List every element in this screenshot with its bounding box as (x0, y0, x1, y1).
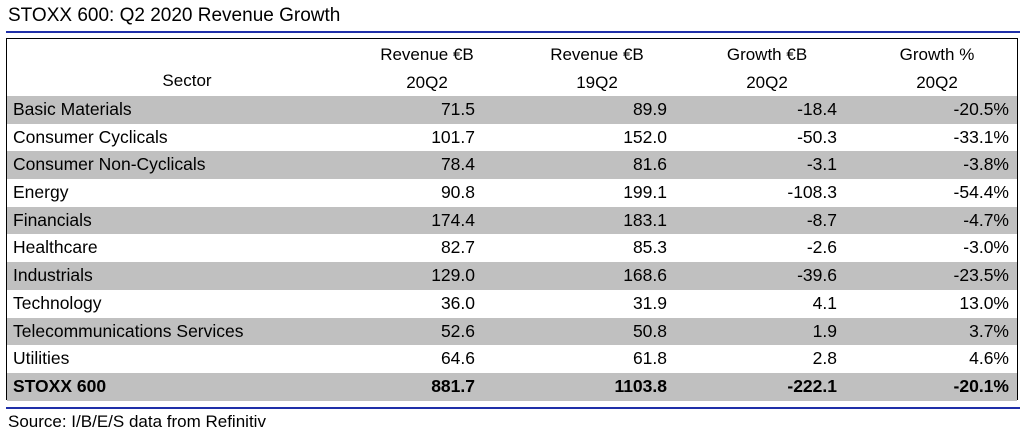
cell-growth-pct: -54.4% (953, 182, 1009, 203)
source-rule (6, 407, 1020, 409)
cell-rev-19q2: 89.9 (632, 99, 667, 119)
cell-rev-20q2: 78.4 (440, 154, 475, 175)
cell-growth-pct: -4.7% (963, 209, 1009, 230)
cell-rev-20q2: 64.6 (440, 348, 475, 369)
cell-growth-pct: -3.8% (963, 154, 1009, 175)
cell-rev-19q2: 152.0 (623, 126, 667, 147)
header-rev-19q2-line1: Revenue €B (550, 45, 644, 64)
cell-sector: Industrials (13, 265, 93, 286)
cell-sector: Utilities (13, 348, 70, 369)
cell-growth-eur: -18.4 (797, 99, 837, 119)
table-row: Consumer Non-Cyclicals 78.4 81.6 -3.1 -3… (7, 151, 1017, 180)
cell-rev-20q2: 36.0 (440, 292, 475, 313)
header-sector-line2: Sector (162, 71, 212, 90)
cell-growth-pct: -33.1% (953, 126, 1009, 147)
cell-sector: STOXX 600 (13, 375, 107, 396)
cell-growth-pct: 3.7% (969, 320, 1009, 341)
cell-growth-eur: -50.3 (797, 126, 837, 147)
cell-sector: Technology (13, 292, 102, 313)
cell-growth-pct: -3.0% (963, 237, 1009, 258)
table-row: Telecommunications Services 52.6 50.8 1.… (7, 317, 1017, 346)
table-row: Industrials 129.0 168.6 -39.6 -23.5% (7, 262, 1017, 290)
cell-rev-20q2: 71.5 (440, 99, 475, 119)
header-growth-eur-line1: Growth €B (726, 45, 808, 64)
header-growth-pct-line2: 20Q2 (916, 73, 958, 92)
cell-rev-20q2: 129.0 (431, 265, 475, 286)
table-body: Basic Materials 71.5 89.9 -18.4 -20.5% C… (7, 96, 1017, 401)
cell-rev-19q2: 61.8 (632, 348, 667, 369)
cell-rev-19q2: 85.3 (632, 237, 667, 258)
cell-rev-19q2: 1103.8 (614, 375, 667, 396)
data-table: Sector Revenue €B 20Q2 Revenue €B 19Q2 G… (6, 38, 1018, 401)
cell-rev-19q2: 199.1 (623, 182, 667, 203)
cell-rev-20q2: 82.7 (440, 237, 475, 258)
cell-rev-20q2: 174.4 (431, 209, 475, 230)
header-growth-eur-line2: 20Q2 (746, 73, 788, 92)
header-growth-pct-line1: Growth % (899, 45, 975, 64)
cell-rev-19q2: 50.8 (632, 320, 667, 341)
cell-rev-19q2: 168.6 (623, 265, 667, 286)
cell-rev-20q2: 90.8 (440, 182, 475, 203)
cell-growth-pct: 13.0% (959, 292, 1009, 313)
header-sector-line1 (117, 39, 257, 67)
cell-rev-19q2: 81.6 (632, 154, 667, 175)
cell-growth-eur: -2.6 (806, 237, 837, 258)
table-row: Consumer Cyclicals 101.7 152.0 -50.3 -33… (7, 124, 1017, 152)
table-row-total: STOXX 600 881.7 1103.8 -222.1 -20.1% (7, 372, 1017, 401)
cell-growth-pct: -23.5% (953, 265, 1009, 286)
header-sector: Sector (117, 39, 257, 95)
cell-growth-pct: 4.6% (969, 348, 1009, 369)
header-growth-pct: Growth % 20Q2 (867, 41, 1007, 97)
cell-growth-eur: -39.6 (797, 265, 837, 286)
header-rev-20q2: Revenue €B 20Q2 (357, 41, 497, 97)
cell-sector: Basic Materials (13, 99, 132, 119)
cell-sector: Consumer Non-Cyclicals (13, 154, 206, 175)
cell-growth-pct: -20.5% (953, 99, 1009, 119)
cell-growth-eur: 2.8 (812, 348, 837, 369)
cell-growth-eur: -108.3 (787, 182, 837, 203)
cell-growth-eur: 1.9 (812, 320, 837, 341)
header-rev-20q2-line2: 20Q2 (406, 73, 448, 92)
cell-rev-20q2: 101.7 (431, 126, 475, 147)
cell-growth-eur: -3.1 (806, 154, 837, 175)
cell-growth-eur: 4.1 (812, 292, 837, 313)
table-header: Sector Revenue €B 20Q2 Revenue €B 19Q2 G… (7, 39, 1017, 99)
header-rev-20q2-line1: Revenue €B (380, 45, 474, 64)
cell-growth-eur: -8.7 (806, 209, 837, 230)
table-row: Utilities 64.6 61.8 2.8 4.6% (7, 345, 1017, 373)
header-rev-19q2: Revenue €B 19Q2 (527, 41, 667, 97)
source-note: Source: I/B/E/S data from Refinitiv (8, 412, 266, 431)
cell-sector: Energy (13, 182, 69, 203)
table-title: STOXX 600: Q2 2020 Revenue Growth (8, 5, 341, 26)
table-row: Financials 174.4 183.1 -8.7 -4.7% (7, 206, 1017, 235)
table-row: Basic Materials 71.5 89.9 -18.4 -20.5% (7, 96, 1017, 124)
cell-rev-19q2: 183.1 (623, 209, 667, 230)
cell-sector: Consumer Cyclicals (13, 126, 168, 147)
header-rev-19q2-line2: 19Q2 (576, 73, 618, 92)
header-growth-eur: Growth €B 20Q2 (697, 41, 837, 97)
cell-growth-pct: -20.1% (953, 375, 1009, 396)
cell-sector: Financials (13, 209, 92, 230)
cell-sector: Telecommunications Services (13, 320, 244, 341)
cell-rev-20q2: 881.7 (431, 375, 475, 396)
cell-sector: Healthcare (13, 237, 98, 258)
cell-rev-20q2: 52.6 (440, 320, 475, 341)
table-row: Technology 36.0 31.9 4.1 13.0% (7, 290, 1017, 318)
table-row: Healthcare 82.7 85.3 -2.6 -3.0% (7, 234, 1017, 262)
title-rule (6, 31, 1020, 33)
cell-growth-eur: -222.1 (787, 375, 837, 396)
table-row: Energy 90.8 199.1 -108.3 -54.4% (7, 179, 1017, 207)
cell-rev-19q2: 31.9 (632, 292, 667, 313)
